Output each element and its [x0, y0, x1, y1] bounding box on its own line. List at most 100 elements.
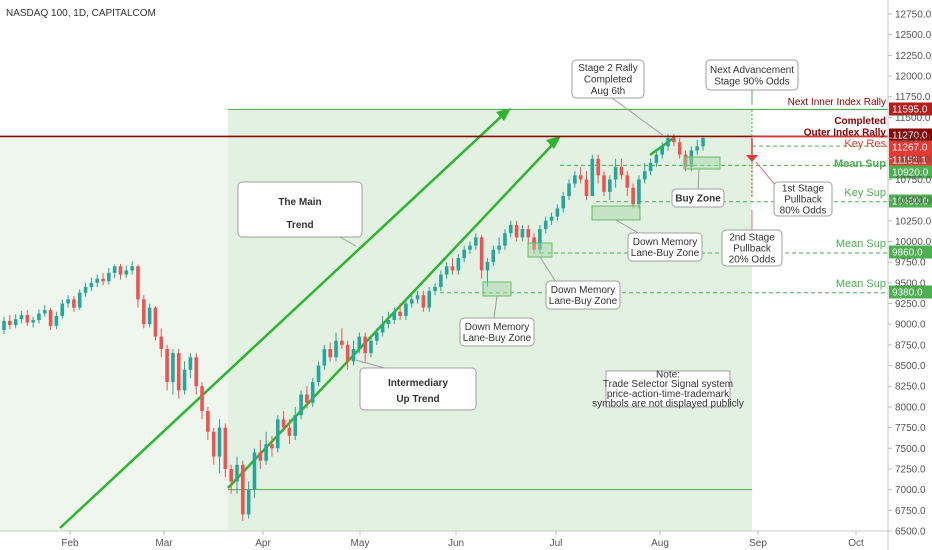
next-advancement-callout: Next Advancement Stage 90% Odds [705, 59, 799, 91]
stage2-callout: Stage 2 Rally Completed Aug 6th [571, 59, 645, 99]
note-callout: Note: Trade Selector Signal system price-a… [592, 369, 744, 409]
candle-body [124, 270, 129, 275]
level-name: Mean Sup [836, 238, 886, 250]
background-layer [0, 109, 752, 532]
y-tick-label: 8000.0 [895, 402, 926, 413]
candle-body [66, 299, 70, 304]
intermediary-callout: Intermediary Up Trend [359, 367, 477, 411]
candle-body [375, 332, 379, 341]
y-tick-label: 9250.0 [895, 299, 926, 310]
candle-body [462, 249, 466, 259]
candle-body [357, 336, 362, 350]
candle-body [270, 444, 274, 449]
y-tick-label: 7000.0 [895, 485, 926, 496]
callout-box [459, 317, 535, 347]
candle-body [503, 233, 507, 246]
price-tag-label: 11270.0 [892, 131, 928, 142]
callout-box [671, 188, 725, 208]
candle-body [456, 258, 461, 271]
candle-body [54, 315, 59, 326]
x-tick-label: Apr [255, 538, 271, 549]
x-tick-label: Mar [155, 538, 173, 549]
candle-body [188, 357, 193, 370]
y-tick-label: 12250.0 [895, 51, 932, 62]
candle-body [25, 315, 30, 323]
candle-body [130, 266, 134, 271]
candle-body [200, 386, 204, 412]
candle-body [31, 320, 35, 323]
candle-body [37, 313, 41, 321]
y-tick-label: 9000.0 [895, 320, 926, 331]
x-tick-label: Aug [651, 538, 669, 549]
callout-text: Buy Zone [675, 194, 721, 205]
candle-body [474, 237, 478, 246]
candle-body [101, 278, 105, 282]
candle-body [246, 489, 251, 515]
candle-body [147, 307, 152, 325]
candle-body [42, 310, 47, 314]
price-tag-label: 10480.0 [892, 197, 929, 208]
y-tick-label: 11250.0 [895, 134, 931, 145]
symbol-title: NASDAQ 100, 1D, CAPITALCOM [6, 8, 156, 19]
candle-body [176, 353, 181, 391]
callout-text: Note: Trade Selector Signal system price-a… [592, 369, 744, 409]
y-tick-label: 8750.0 [895, 340, 926, 351]
candle-body [642, 171, 647, 180]
buy-zone-box [591, 205, 641, 221]
callouts: The Main Trend Intermediary Up Trend Stage 2… [237, 59, 833, 411]
candle-body [118, 266, 123, 275]
callout-text: Down Memory Lane-Buy Zone [463, 322, 532, 344]
candle-body [369, 340, 373, 354]
candle-body [83, 286, 88, 293]
callout-text: Next Advancement Stage 90% Odds [710, 65, 794, 88]
candle-body [625, 175, 630, 188]
y-tick-label: 6500.0 [895, 527, 926, 538]
price-tag-label: 11152.1 [892, 156, 927, 167]
y-tick-label: 8250.0 [895, 382, 926, 393]
y-tick-label: 10250.0 [895, 216, 932, 227]
x-tick-label: May [351, 538, 370, 549]
candle-body [351, 349, 356, 362]
candle-body [631, 187, 635, 205]
candle-body [543, 220, 548, 230]
candle-body [386, 320, 391, 325]
intermediary-trend-line [227, 141, 556, 489]
candle-body [77, 292, 82, 308]
y-tick-label: 10000.0 [895, 237, 932, 248]
down-memory-callout-3: Down Memory Lane-Buy Zone [459, 317, 535, 347]
price-tag [889, 245, 932, 259]
candle-body [695, 146, 699, 151]
candle-body [497, 245, 501, 250]
candle-body [602, 175, 606, 192]
candle-body [573, 175, 577, 184]
price-tag-label: 9380.0 [892, 288, 923, 299]
candle-body [8, 320, 12, 326]
candle-body [648, 162, 653, 172]
candle-body [491, 249, 496, 263]
callout-leader [697, 168, 700, 191]
candle-body [363, 336, 367, 354]
candle-body [264, 444, 268, 461]
candle-body [112, 266, 117, 273]
candle-body [538, 229, 542, 250]
candle-body [165, 349, 169, 383]
candle-body [217, 427, 222, 457]
callout-box [773, 181, 833, 217]
candle-body [107, 272, 111, 282]
candle-body [613, 167, 618, 180]
y-tick-label: 11500.0 [895, 113, 931, 124]
x-tick-label: Jun [448, 538, 464, 549]
level-name: Mean Sup [836, 278, 886, 290]
x-tick-label: Jul [550, 538, 563, 549]
down-memory-callout-2: Down Memory Lane-Buy Zone [545, 280, 621, 310]
candle-body [555, 208, 560, 217]
candle-body [561, 195, 565, 209]
callout-box [705, 59, 799, 91]
callout-box [237, 181, 363, 238]
buy-zone-box [683, 156, 721, 170]
y-tick-label: 12750.0 [895, 10, 932, 21]
candle-body [637, 179, 641, 205]
